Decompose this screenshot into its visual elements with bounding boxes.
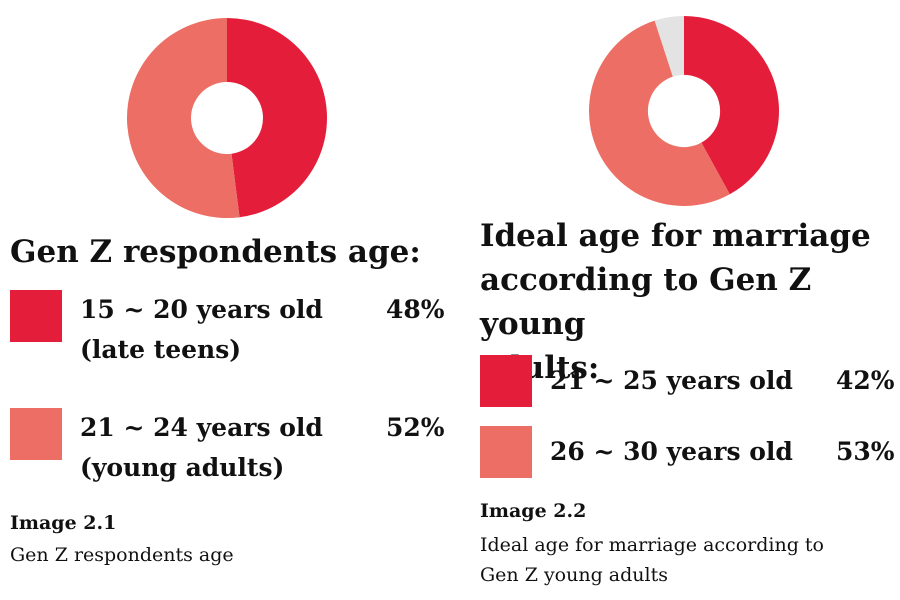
legend-swatch xyxy=(480,426,532,478)
legend-label-line: 15 ~ 20 years old xyxy=(80,295,323,324)
donut-slice xyxy=(127,18,240,218)
caption-line: Ideal age for marriage according to xyxy=(480,534,824,556)
caption-line: Gen Z young adults xyxy=(480,564,668,586)
legend-label: 21 ~ 24 years old (young adults) xyxy=(80,408,323,488)
legend-label-line: (young adults) xyxy=(80,453,285,482)
legend-label: 15 ~ 20 years old (late teens) xyxy=(80,290,323,370)
legend-swatch xyxy=(10,290,62,342)
donut-slice xyxy=(227,18,327,218)
donut-slice xyxy=(654,16,684,77)
legend-value: 48% xyxy=(386,295,445,324)
legend-label-line: (late teens) xyxy=(80,335,242,364)
caption-title: Image 2.1 xyxy=(10,512,117,534)
caption-text: Gen Z respondents age xyxy=(10,544,234,566)
chart-title: Gen Z respondents age: xyxy=(10,234,421,270)
legend-value: 52% xyxy=(386,413,445,442)
legend-label-line: 21 ~ 24 years old xyxy=(80,413,323,442)
legend-label: 26 ~ 30 years old xyxy=(550,437,793,466)
legend-value: 42% xyxy=(836,366,895,395)
donut-slice xyxy=(589,20,730,206)
legend-swatch xyxy=(10,408,62,460)
donut-chart-respondents-age xyxy=(127,18,327,218)
donut-chart-marriage-age xyxy=(589,16,779,206)
legend-label: 21 ~ 25 years old xyxy=(550,366,793,395)
caption-text: Ideal age for marriage according to Gen … xyxy=(480,530,880,590)
caption-title: Image 2.2 xyxy=(480,500,587,522)
chart-panel-respondents-age: Gen Z respondents age: 15 ~ 20 years old… xyxy=(10,18,445,566)
chart-title-line: Ideal age for marriage xyxy=(480,218,871,254)
donut-slice xyxy=(684,16,779,195)
legend-swatch xyxy=(480,355,532,407)
legend-value: 53% xyxy=(836,437,895,466)
chart-title-line: according to Gen Z young xyxy=(480,262,812,342)
chart-panel-marriage-age: Ideal age for marriage according to Gen … xyxy=(470,0,900,600)
